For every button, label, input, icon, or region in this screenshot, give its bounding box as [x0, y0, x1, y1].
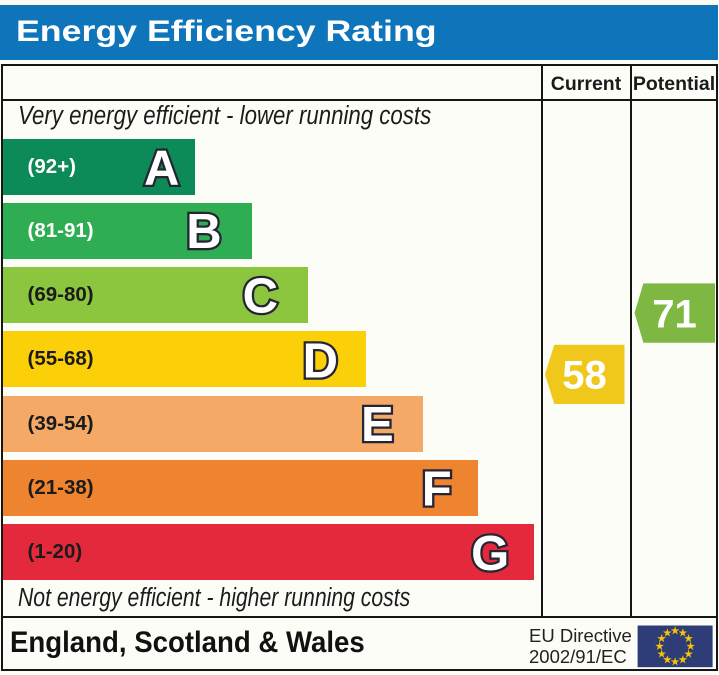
svg-text:F: F — [422, 462, 452, 516]
svg-text:58: 58 — [562, 354, 607, 398]
svg-text:B: B — [186, 205, 221, 259]
svg-text:G: G — [471, 527, 509, 581]
svg-text:E: E — [361, 398, 394, 452]
svg-text:D: D — [303, 335, 338, 389]
svg-text:A: A — [144, 142, 179, 196]
svg-text:71: 71 — [652, 292, 697, 336]
svg-text:C: C — [243, 270, 278, 324]
